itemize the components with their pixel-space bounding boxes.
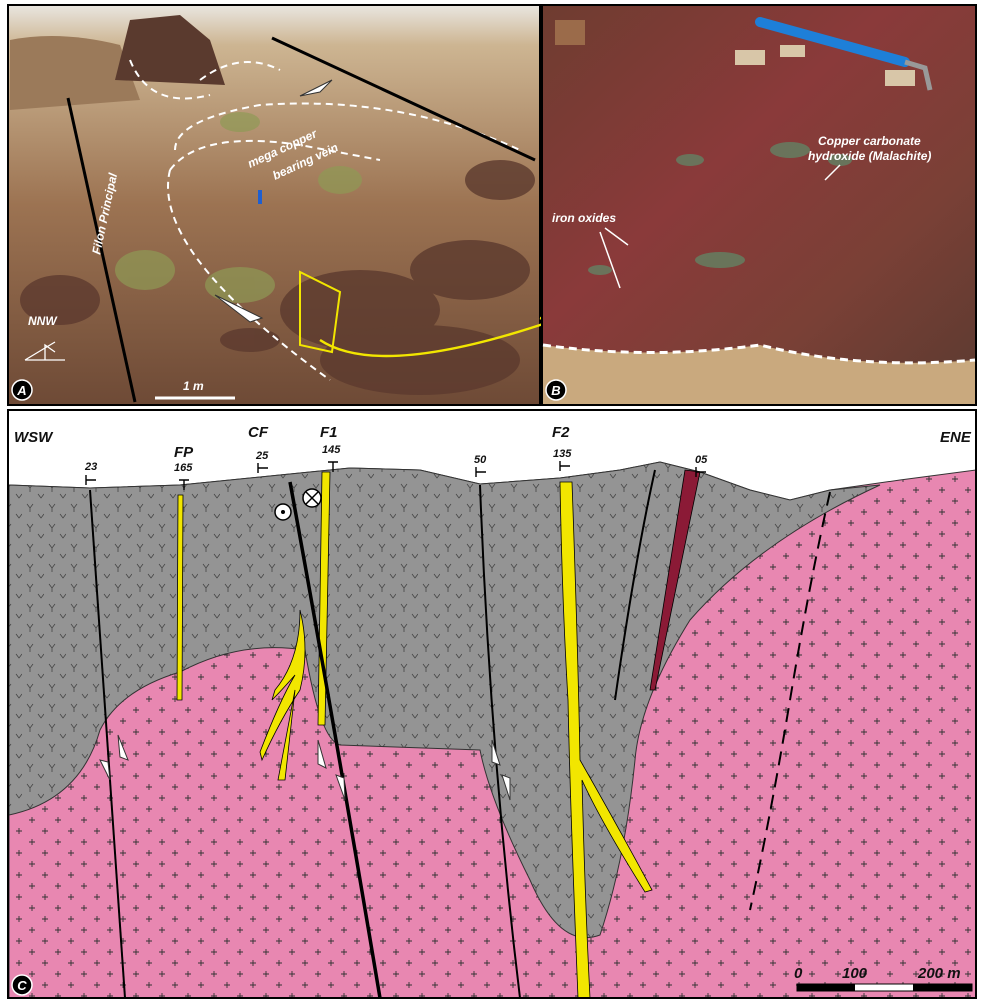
panel-c: WSW ENE FP CF F1 F2 23 165 25 145 50 135…	[7, 409, 977, 999]
scale-label: 200 m	[917, 965, 961, 982]
malachite-label: hydroxide (Malachite)	[808, 149, 931, 163]
direction-label: NNW	[28, 314, 58, 328]
dip-label: 25	[255, 450, 269, 462]
fault-label: CF	[248, 424, 269, 441]
dip-label: 165	[174, 462, 193, 474]
dip-label: 50	[474, 454, 487, 466]
panel-label: C	[17, 978, 27, 993]
fault-label: F1	[320, 424, 338, 441]
scale-label: 0	[794, 965, 803, 982]
dip-label: 135	[553, 448, 572, 460]
dip-label: 23	[84, 461, 97, 473]
direction-label: ENE	[940, 429, 972, 446]
scale-label: 100	[842, 965, 868, 982]
panel-b: Copper carbonate hydroxide (Malachite) i…	[541, 4, 977, 406]
iron-label: iron oxides	[552, 211, 616, 225]
panel-a: Filon Principal mega copper bearing vein…	[7, 4, 556, 406]
dip-label: 145	[322, 444, 341, 456]
fault-label: F2	[552, 424, 570, 441]
panel-label: A	[16, 383, 26, 398]
malachite-label: Copper carbonate	[818, 134, 921, 148]
scale-label: 1 m	[183, 379, 204, 393]
panel-label: B	[551, 383, 560, 398]
direction-label: WSW	[14, 429, 54, 446]
fault-label: FP	[174, 444, 194, 461]
dip-label: 05	[695, 454, 708, 466]
